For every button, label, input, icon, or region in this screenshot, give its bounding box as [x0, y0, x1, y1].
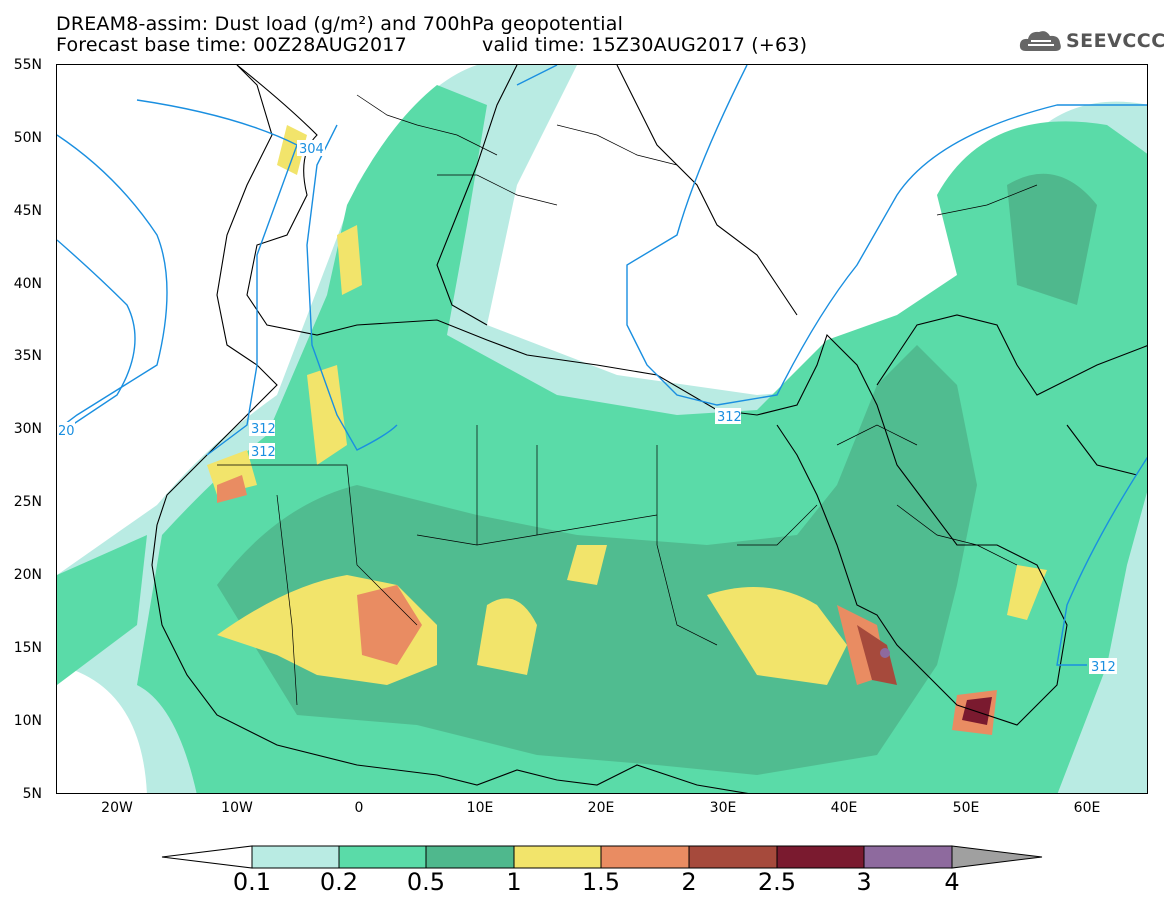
contour-label-312-d: 312 [1091, 660, 1116, 675]
forecast-times: Forecast base time: 00Z28AUG2017 valid ti… [56, 34, 807, 56]
logo-text: SEEVCCC [1066, 30, 1165, 52]
lon-label: 40E [830, 800, 858, 816]
geopotential-contours [57, 65, 1147, 666]
lon-label: 20E [587, 800, 615, 816]
lat-label: 20N [13, 567, 42, 583]
map-title: DREAM8-assim: Dust load (g/m²) and 700hP… [56, 13, 624, 35]
colorbar-label: 4 [944, 868, 960, 896]
dust-field-high [207, 125, 1047, 685]
contour-label-20: 20 [58, 424, 75, 439]
lat-label: 15N [13, 640, 42, 656]
dust-map: 304 312 312 312 312 20 [56, 64, 1148, 794]
lat-label: 10N [13, 713, 42, 729]
colorbar-swatch [338, 845, 427, 869]
contour-label-312-b: 312 [251, 445, 276, 460]
lon-label: 10E [466, 800, 494, 816]
lon-label: 10W [221, 800, 253, 816]
coastlines [151, 65, 1147, 793]
country-borders [217, 94, 1038, 706]
lon-label: 0 [354, 800, 364, 816]
lat-label: 25N [13, 494, 42, 510]
colorbar-label: 2 [681, 868, 697, 896]
map-canvas: 304 312 312 312 312 20 [57, 65, 1147, 793]
colorbar-swatch [251, 845, 340, 869]
lon-label: 30E [709, 800, 737, 816]
lon-label: 60E [1073, 800, 1101, 816]
colorbar-swatch [688, 845, 778, 869]
colorbar-label: 1.5 [581, 868, 621, 896]
lon-label: 20W [101, 800, 133, 816]
contour-labels: 304 312 312 312 312 20 [57, 140, 1117, 675]
contour-label-312-c: 312 [717, 410, 742, 425]
cloud-icon [1019, 31, 1061, 51]
contour-label-312-a: 312 [251, 422, 276, 437]
colorbar [161, 845, 1043, 869]
lat-label: 45N [13, 203, 42, 219]
colorbar-label: 0.5 [406, 868, 446, 896]
colorbar-label: 0.2 [319, 868, 359, 896]
lat-label: 55N [13, 57, 42, 73]
base-time: Forecast base time: 00Z28AUG2017 [56, 34, 407, 56]
lon-label: 50E [952, 800, 980, 816]
colorbar-swatch [776, 845, 865, 869]
lat-label: 5N [22, 786, 42, 802]
colorbar-label: 0.1 [232, 868, 272, 896]
lat-label: 50N [13, 130, 42, 146]
colorbar-arrow-high [951, 845, 1043, 869]
colorbar-arrow-low [161, 845, 253, 869]
colorbar-swatch [863, 845, 953, 869]
seevccc-logo: SEEVCCC [1018, 26, 1165, 56]
colorbar-swatch [600, 845, 690, 869]
lat-label: 30N [13, 421, 42, 437]
valid-time: valid time: 15Z30AUG2017 (+63) [482, 34, 808, 56]
colorbar-swatch [513, 845, 602, 869]
lat-label: 40N [13, 276, 42, 292]
colorbar-label: 3 [856, 868, 872, 896]
colorbar-label: 2.5 [757, 868, 797, 896]
dust-field-extreme [857, 625, 992, 725]
contour-label-304: 304 [299, 142, 324, 157]
lat-label: 35N [13, 348, 42, 364]
colorbar-label: 1 [506, 868, 522, 896]
colorbar-swatch [425, 845, 515, 869]
